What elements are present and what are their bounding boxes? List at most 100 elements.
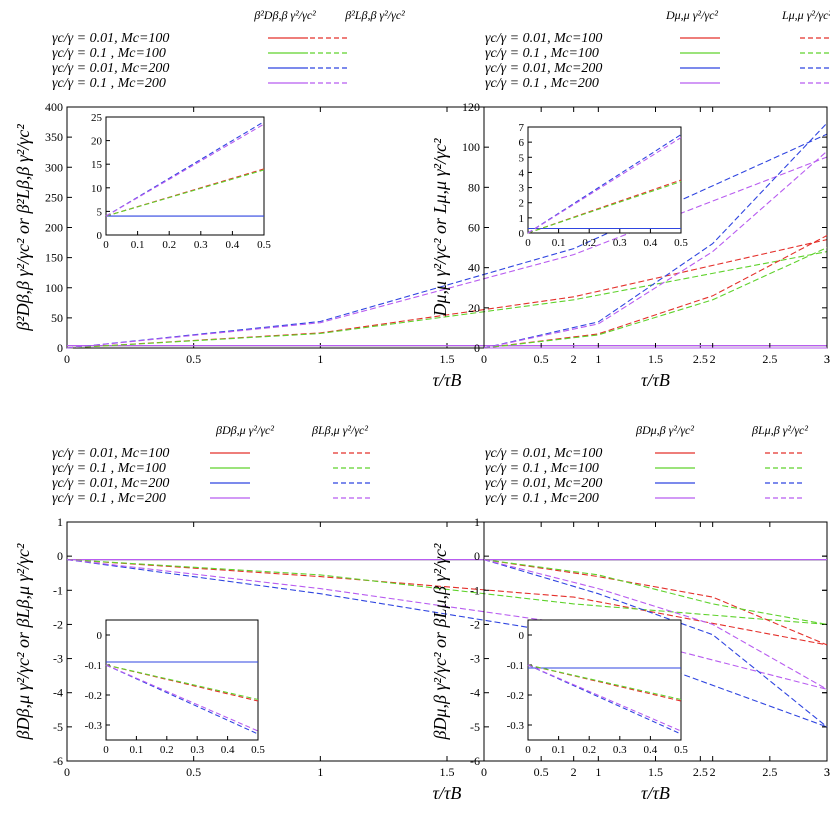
- inset-x-tick-label: 0.1: [552, 237, 566, 249]
- y-tick-label: -3: [53, 652, 63, 666]
- y-tick-label: 60: [468, 221, 480, 235]
- inset-y-tick-label: -0.1: [507, 660, 524, 672]
- inset-y-tick-label: -0.2: [85, 690, 102, 702]
- inset-y-tick-label: 5: [97, 206, 103, 218]
- x-axis-label: τ/τB: [641, 783, 670, 803]
- inset-x-tick-label: 0.3: [613, 744, 627, 756]
- inset-y-tick-label: 20: [91, 136, 103, 148]
- y-tick-label: -4: [470, 686, 480, 700]
- series-line-8: [483, 559, 828, 690]
- y-tick-label: 50: [51, 311, 63, 325]
- x-tick-label: 2.5: [693, 352, 708, 366]
- series-line-7: [483, 559, 828, 728]
- inset-y-tick-label: 3: [519, 183, 525, 195]
- inset-series-line-3: [105, 169, 265, 217]
- y-tick-label: 0: [57, 341, 63, 355]
- inset-x-tick-label: 0: [525, 744, 531, 756]
- y-tick-label: 400: [45, 100, 63, 114]
- inset-x-tick-label: 0: [103, 239, 109, 251]
- inset-y-tick-label: -0.2: [507, 690, 524, 702]
- x-tick-label: 3: [824, 352, 830, 366]
- inset-x-tick-label: 0.1: [552, 744, 566, 756]
- inset-plot: 0 0.1 0.2 0.3 0.4 0.5 0 5 10 15 20 25: [91, 112, 271, 251]
- x-tick-label: 0: [64, 765, 70, 779]
- inset-x-tick-label: 0.5: [251, 744, 265, 756]
- y-tick-label: 100: [45, 281, 63, 295]
- y-tick-label: 100: [462, 140, 480, 154]
- x-tick-label: 2: [710, 352, 716, 366]
- series-line-7: [66, 559, 828, 728]
- y-tick-label: 80: [468, 180, 480, 194]
- x-tick-label: 2.5: [693, 765, 708, 779]
- inset-y-tick-label: 4: [519, 167, 525, 179]
- x-tick-label: 3: [824, 765, 830, 779]
- inset-frame: [105, 116, 265, 236]
- legend-label: γc/γ = 0.01, Mc=200: [52, 61, 169, 76]
- legend-label: γc/γ = 0.01, Mc=200: [485, 61, 602, 76]
- legend-label: γc/γ = 0.1 , Mc=100: [485, 46, 599, 61]
- inset-plot: 0 0.1 0.2 0.3 0.4 0.5 -0.3 -0.2 -0.1 0: [85, 619, 265, 756]
- inset-frame: [527, 126, 682, 234]
- inset-series-line-5: [105, 664, 259, 732]
- inset-x-tick-label: 0.2: [582, 237, 596, 249]
- y-axis-label: β²Dβ,β γ²/γc² or β²Lβ,β γ²/γc²: [13, 124, 33, 332]
- legend-label: γc/γ = 0.1 , Mc=200: [485, 76, 599, 91]
- legend-header-dashed: βLβ,μ γ²/γc²: [311, 423, 368, 437]
- legend-label: γc/γ = 0.1 , Mc=200: [52, 491, 166, 506]
- y-tick-label: 1: [57, 515, 63, 529]
- legend-label: γc/γ = 0.01, Mc=100: [485, 31, 602, 46]
- inset-y-tick-label: 0: [519, 630, 525, 642]
- series-line-8: [483, 150, 828, 349]
- inset-series-line-5: [527, 664, 682, 732]
- chart-panel-4: βDμ,β γ²/γc² βLμ,β γ²/γc² γc/γ = 0.01, Mc=…: [430, 423, 830, 803]
- y-tick-label: 250: [45, 190, 63, 204]
- inset-series-line-3: [105, 664, 259, 701]
- inset-y-tick-label: 1: [519, 213, 525, 225]
- series-line-6: [66, 251, 828, 349]
- inset-series-line-4: [527, 134, 682, 234]
- inset-y-tick-label: 25: [91, 112, 103, 124]
- legend-label: γc/γ = 0.01, Mc=100: [52, 31, 169, 46]
- inset-y-tick-label: 0: [519, 228, 525, 240]
- x-tick-label: 1: [595, 765, 601, 779]
- inset-frame: [105, 619, 259, 741]
- inset-x-tick-label: 0: [103, 744, 109, 756]
- legend-label: γc/γ = 0.01, Mc=200: [485, 476, 602, 491]
- legend-header-dashed: Lμ,μ γ²/γc²: [781, 8, 830, 22]
- y-tick-label: 0: [57, 549, 63, 563]
- legend-header-solid: βDβ,μ γ²/γc²: [215, 423, 274, 437]
- inset-y-tick-label: 0: [97, 230, 103, 242]
- y-axis-label: Dμ,μ γ²/γc² or Lμ,μ γ²/γc²: [430, 138, 450, 318]
- x-tick-label: 2.5: [762, 352, 777, 366]
- series-line-8: [66, 156, 828, 349]
- inset-x-tick-label: 0.1: [131, 239, 145, 251]
- inset-y-tick-label: -0.3: [85, 720, 103, 732]
- y-tick-label: -1: [53, 583, 63, 597]
- x-tick-label: 0: [481, 352, 487, 366]
- inset-plot: 0 0.1 0.2 0.3 0.4 0.5 -0.3 -0.2 -0.1 0: [507, 619, 688, 756]
- y-tick-label: 200: [45, 221, 63, 235]
- inset-x-tick-label: 0.2: [582, 744, 596, 756]
- x-tick-label: 0.5: [534, 352, 549, 366]
- inset-x-tick-label: 0.4: [221, 744, 235, 756]
- x-tick-label: 0: [481, 765, 487, 779]
- inset-series-line-3: [527, 180, 682, 234]
- inset-x-tick-label: 0: [525, 237, 531, 249]
- inset-y-tick-label: 0: [97, 630, 103, 642]
- inset-y-tick-label: 7: [519, 122, 525, 134]
- x-tick-label: 0.5: [186, 765, 201, 779]
- y-tick-label: 150: [45, 251, 63, 265]
- x-tick-label: 0.5: [186, 352, 201, 366]
- x-tick-label: 1.5: [648, 765, 663, 779]
- series-line-5: [483, 235, 828, 349]
- series-line-5: [483, 559, 828, 646]
- x-tick-label: 1.5: [648, 352, 663, 366]
- inset-series-line-4: [105, 121, 265, 217]
- x-tick-label: 1: [317, 765, 323, 779]
- x-tick-label: 0: [64, 352, 70, 366]
- inset-series-line-3: [527, 664, 682, 701]
- y-axis-label: βDβ,μ γ²/γc² or βLβ,μ γ²/γc²: [13, 543, 33, 740]
- y-tick-label: 0: [474, 549, 480, 563]
- y-tick-label: 300: [45, 160, 63, 174]
